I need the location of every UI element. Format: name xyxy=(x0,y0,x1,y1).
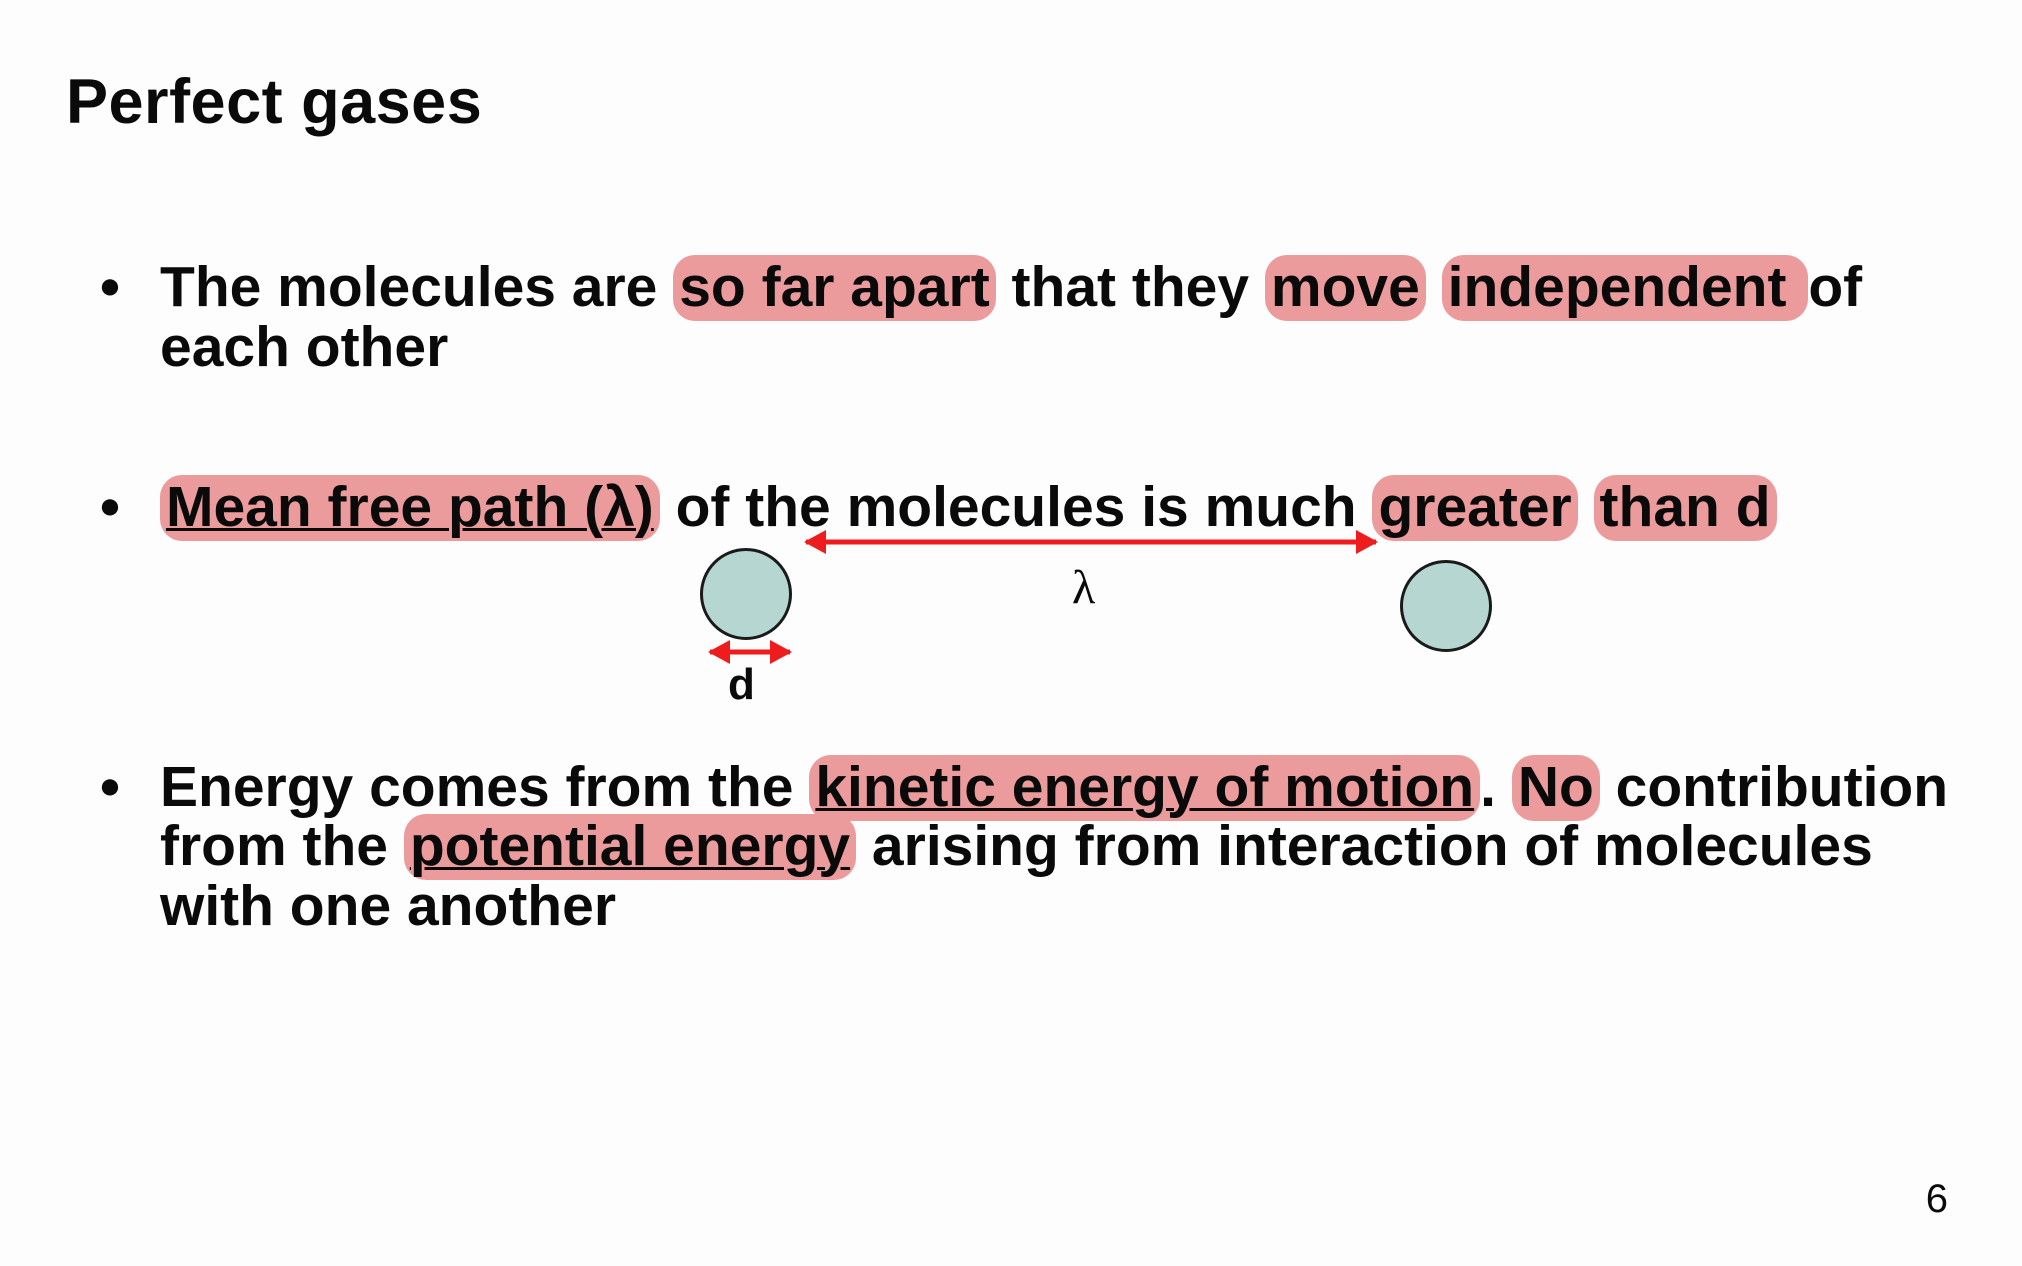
plain-text xyxy=(1578,475,1594,539)
plain-text: that they xyxy=(996,255,1265,319)
plain-text: . xyxy=(1480,755,1512,819)
d-arrow-icon xyxy=(710,648,790,656)
arrow-head-left-icon xyxy=(708,640,730,664)
highlighted-text: potential energy xyxy=(404,814,856,880)
bullet-list: The molecules are so far apart that they… xyxy=(60,258,1962,937)
arrow-head-right-icon xyxy=(1356,530,1378,554)
highlighted-text: independent xyxy=(1442,255,1809,321)
highlighted-text: No xyxy=(1512,755,1600,821)
mean-free-path-diagram: λ d xyxy=(550,508,1450,728)
molecule-right-icon xyxy=(1400,560,1492,652)
arrow-line xyxy=(806,539,1376,544)
page-number: 6 xyxy=(1926,1177,1948,1222)
d-label: d xyxy=(728,660,755,710)
plain-text xyxy=(1426,255,1442,319)
plain-text: Energy comes from the xyxy=(160,755,809,819)
arrow-head-left-icon xyxy=(804,530,826,554)
lambda-label: λ xyxy=(1072,560,1095,615)
molecule-left-icon xyxy=(700,548,792,640)
bullet-item-1: The molecules are so far apart that they… xyxy=(100,258,1962,378)
plain-text: The molecules are xyxy=(160,255,673,319)
highlighted-text: move xyxy=(1265,255,1426,321)
highlighted-text: kinetic energy of motion xyxy=(809,755,1480,821)
highlighted-text: than d xyxy=(1594,475,1777,541)
arrow-head-right-icon xyxy=(770,640,792,664)
bullet-item-3: Energy comes from the kinetic energy of … xyxy=(100,758,1962,938)
lambda-arrow-icon xyxy=(806,538,1376,546)
highlighted-text: so far apart xyxy=(673,255,995,321)
slide-title: Perfect gases xyxy=(66,66,1962,138)
slide: Perfect gases The molecules are so far a… xyxy=(0,0,2022,1266)
